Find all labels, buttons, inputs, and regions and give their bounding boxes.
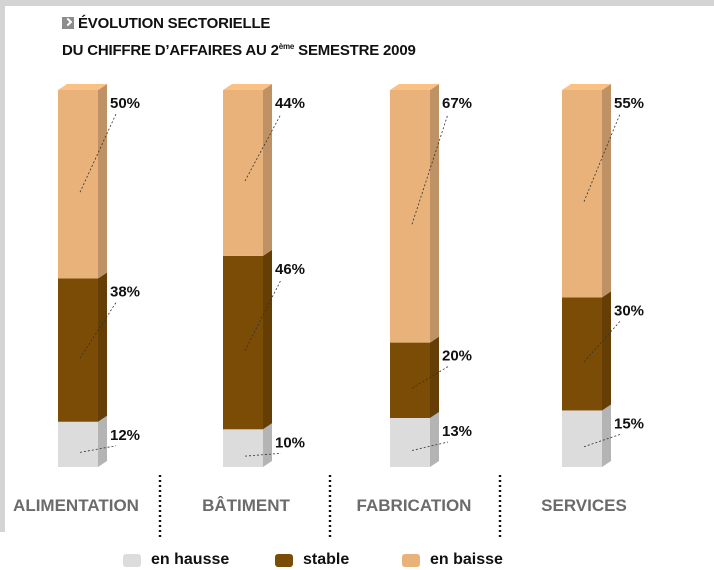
value-label-fabrication-stable: 20%: [442, 348, 472, 365]
legend-item-stable: stable: [275, 550, 349, 570]
leader-batiment-stable: [244, 279, 282, 351]
value-label-batiment-en-hausse: 10%: [275, 434, 305, 451]
leader-services-stable: [583, 321, 621, 363]
bar-fabrication-en-baisse: [390, 90, 430, 343]
legend-swatch-stable: [275, 553, 293, 567]
bar-alimentation-en-baisse: [58, 90, 98, 279]
category-label-batiment: BÂTIMENT: [202, 496, 290, 515]
chart-title: ÉVOLUTION SECTORIELLE: [78, 15, 271, 32]
bar-batiment-en-hausse: [223, 429, 263, 467]
legend-label-en-baisse: en baisse: [430, 551, 503, 568]
bar-side-batiment-en-hausse: [263, 423, 272, 467]
bar-side-alimentation-en-baisse: [98, 84, 107, 279]
value-label-batiment-en-baisse: 44%: [275, 95, 305, 112]
bar-top-batiment: [223, 84, 272, 90]
frame-left-border: [0, 0, 5, 532]
bar-alimentation-en-hausse: [58, 421, 98, 467]
chevron-right-icon: [62, 17, 74, 29]
leader-fabrication-stable: [411, 366, 449, 389]
bar-top-fabrication: [390, 84, 439, 90]
bar-side-fabrication-stable: [430, 336, 439, 418]
value-label-services-stable: 30%: [614, 302, 644, 319]
value-label-services-en-baisse: 55%: [614, 95, 644, 112]
value-label-alimentation-en-hausse: 12%: [110, 427, 140, 444]
bar-side-batiment-stable: [263, 249, 272, 430]
bar-services-en-baisse: [562, 90, 602, 298]
bar-side-alimentation-en-hausse: [98, 415, 107, 467]
bar-side-services-stable: [602, 291, 611, 411]
legend-label-en-hausse: en hausse: [151, 551, 230, 568]
legend-label-stable: stable: [303, 551, 350, 568]
bar-fabrication-en-hausse: [390, 417, 430, 467]
bar-batiment-stable: [223, 255, 263, 430]
bar-services-en-hausse: [562, 410, 602, 467]
bar-side-alimentation-stable: [98, 272, 107, 422]
legend-item-en-baisse: en baisse: [402, 550, 503, 570]
bar-side-services-en-baisse: [602, 84, 611, 298]
bar-top-services: [562, 84, 611, 90]
legend-item-en-hausse: en hausse: [123, 550, 229, 570]
legend-swatch-en-hausse: [123, 553, 141, 567]
bar-fabrication-stable: [390, 342, 430, 418]
leader-alimentation-stable: [79, 302, 117, 359]
subtitle-suffix: SEMESTRE 2009: [294, 42, 416, 59]
bar-alimentation-stable: [58, 278, 98, 422]
category-label-services: SERVICES: [541, 496, 627, 515]
subtitle-superscript: ème: [278, 42, 295, 51]
bar-side-fabrication-en-hausse: [430, 411, 439, 467]
chart-subtitle: DU CHIFFRE D’AFFAIRES AU 2ème SEMESTRE 2…: [62, 42, 416, 59]
leader-fabrication-en-baisse: [411, 113, 449, 225]
bar-top-alimentation: [58, 84, 107, 90]
value-label-alimentation-stable: 38%: [110, 284, 140, 301]
bar-services-stable: [562, 297, 602, 411]
frame-top-border: [0, 0, 714, 6]
value-label-batiment-stable: 46%: [275, 261, 305, 278]
category-label-alimentation: ALIMENTATION: [13, 496, 139, 515]
bar-batiment-en-baisse: [223, 90, 263, 256]
bar-side-batiment-en-baisse: [263, 84, 272, 256]
legend-swatch-en-baisse: [402, 553, 420, 567]
value-label-fabrication-en-hausse: 13%: [442, 423, 472, 440]
value-label-fabrication-en-baisse: 67%: [442, 95, 472, 112]
subtitle-prefix: DU CHIFFRE D’AFFAIRES AU 2: [62, 42, 279, 59]
bar-side-services-en-hausse: [602, 404, 611, 467]
bar-side-fabrication-en-baisse: [430, 84, 439, 343]
leader-batiment-en-baisse: [244, 113, 282, 182]
value-label-services-en-hausse: 15%: [614, 415, 644, 432]
category-label-fabrication: FABRICATION: [357, 496, 472, 515]
value-label-alimentation-en-baisse: 50%: [110, 95, 140, 112]
